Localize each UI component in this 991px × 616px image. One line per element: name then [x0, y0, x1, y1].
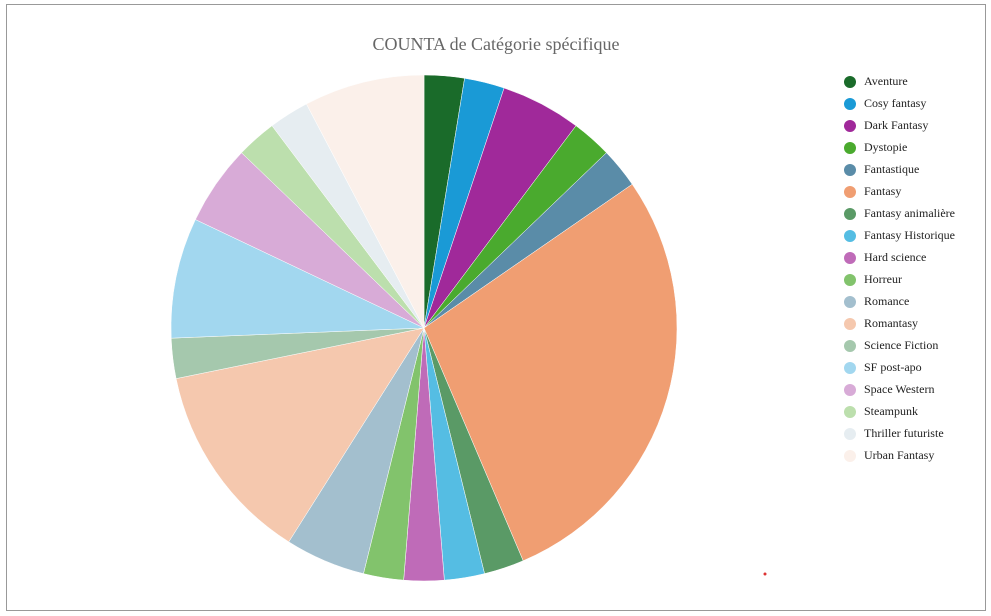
legend-label: Fantastique [864, 162, 919, 176]
legend-swatch [844, 274, 856, 286]
legend-label: Dark Fantasy [864, 118, 928, 132]
legend-label: Dystopie [864, 140, 907, 154]
legend-swatch [844, 362, 856, 374]
legend-label: Steampunk [864, 404, 918, 418]
legend-swatch [844, 164, 856, 176]
legend-swatch [844, 318, 856, 330]
legend-label: Fantasy animalière [864, 206, 955, 220]
legend-swatch [844, 252, 856, 264]
legend-swatch [844, 450, 856, 462]
legend-swatch [844, 340, 856, 352]
legend-swatch [844, 120, 856, 132]
legend-label: Romance [864, 294, 909, 308]
legend-label: Thriller futuriste [864, 426, 944, 440]
legend-label: Hard science [864, 250, 926, 264]
pie-slice [170, 219, 425, 339]
legend-swatch [844, 428, 856, 440]
legend-swatch [844, 208, 856, 220]
legend-swatch [844, 98, 856, 110]
legend-swatch [844, 384, 856, 396]
pie-slice [175, 327, 425, 543]
pie-slice [306, 74, 425, 329]
dot [763, 572, 767, 576]
pie-slice [423, 183, 678, 562]
legend-swatch [844, 76, 856, 88]
chart-title: COUNTA de Catégorie spécifique [373, 34, 620, 54]
legend-label: Romantasy [864, 316, 918, 330]
legend-label: Fantasy Historique [864, 228, 955, 242]
legend-swatch [844, 230, 856, 242]
legend-label: Urban Fantasy [864, 448, 934, 462]
legend-label: Fantasy [864, 184, 901, 198]
legend-label: Cosy fantasy [864, 96, 926, 110]
legend-swatch [844, 296, 856, 308]
legend-label: Aventure [864, 74, 908, 88]
legend-label: Space Western [864, 382, 934, 396]
legend-swatch [844, 186, 856, 198]
legend-label: Science Fiction [864, 338, 938, 352]
legend-swatch [844, 142, 856, 154]
legend-label: SF post-apo [864, 360, 922, 374]
legend-swatch [844, 406, 856, 418]
legend-label: Horreur [864, 272, 902, 286]
